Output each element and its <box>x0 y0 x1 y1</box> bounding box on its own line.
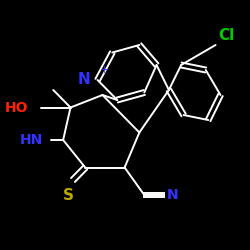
Text: N: N <box>78 72 90 88</box>
Text: HN: HN <box>20 133 44 147</box>
Text: S: S <box>62 188 74 202</box>
Text: N: N <box>166 188 178 202</box>
Text: Cl: Cl <box>218 28 234 42</box>
Text: HO: HO <box>5 100 29 114</box>
Text: +: + <box>100 65 110 75</box>
